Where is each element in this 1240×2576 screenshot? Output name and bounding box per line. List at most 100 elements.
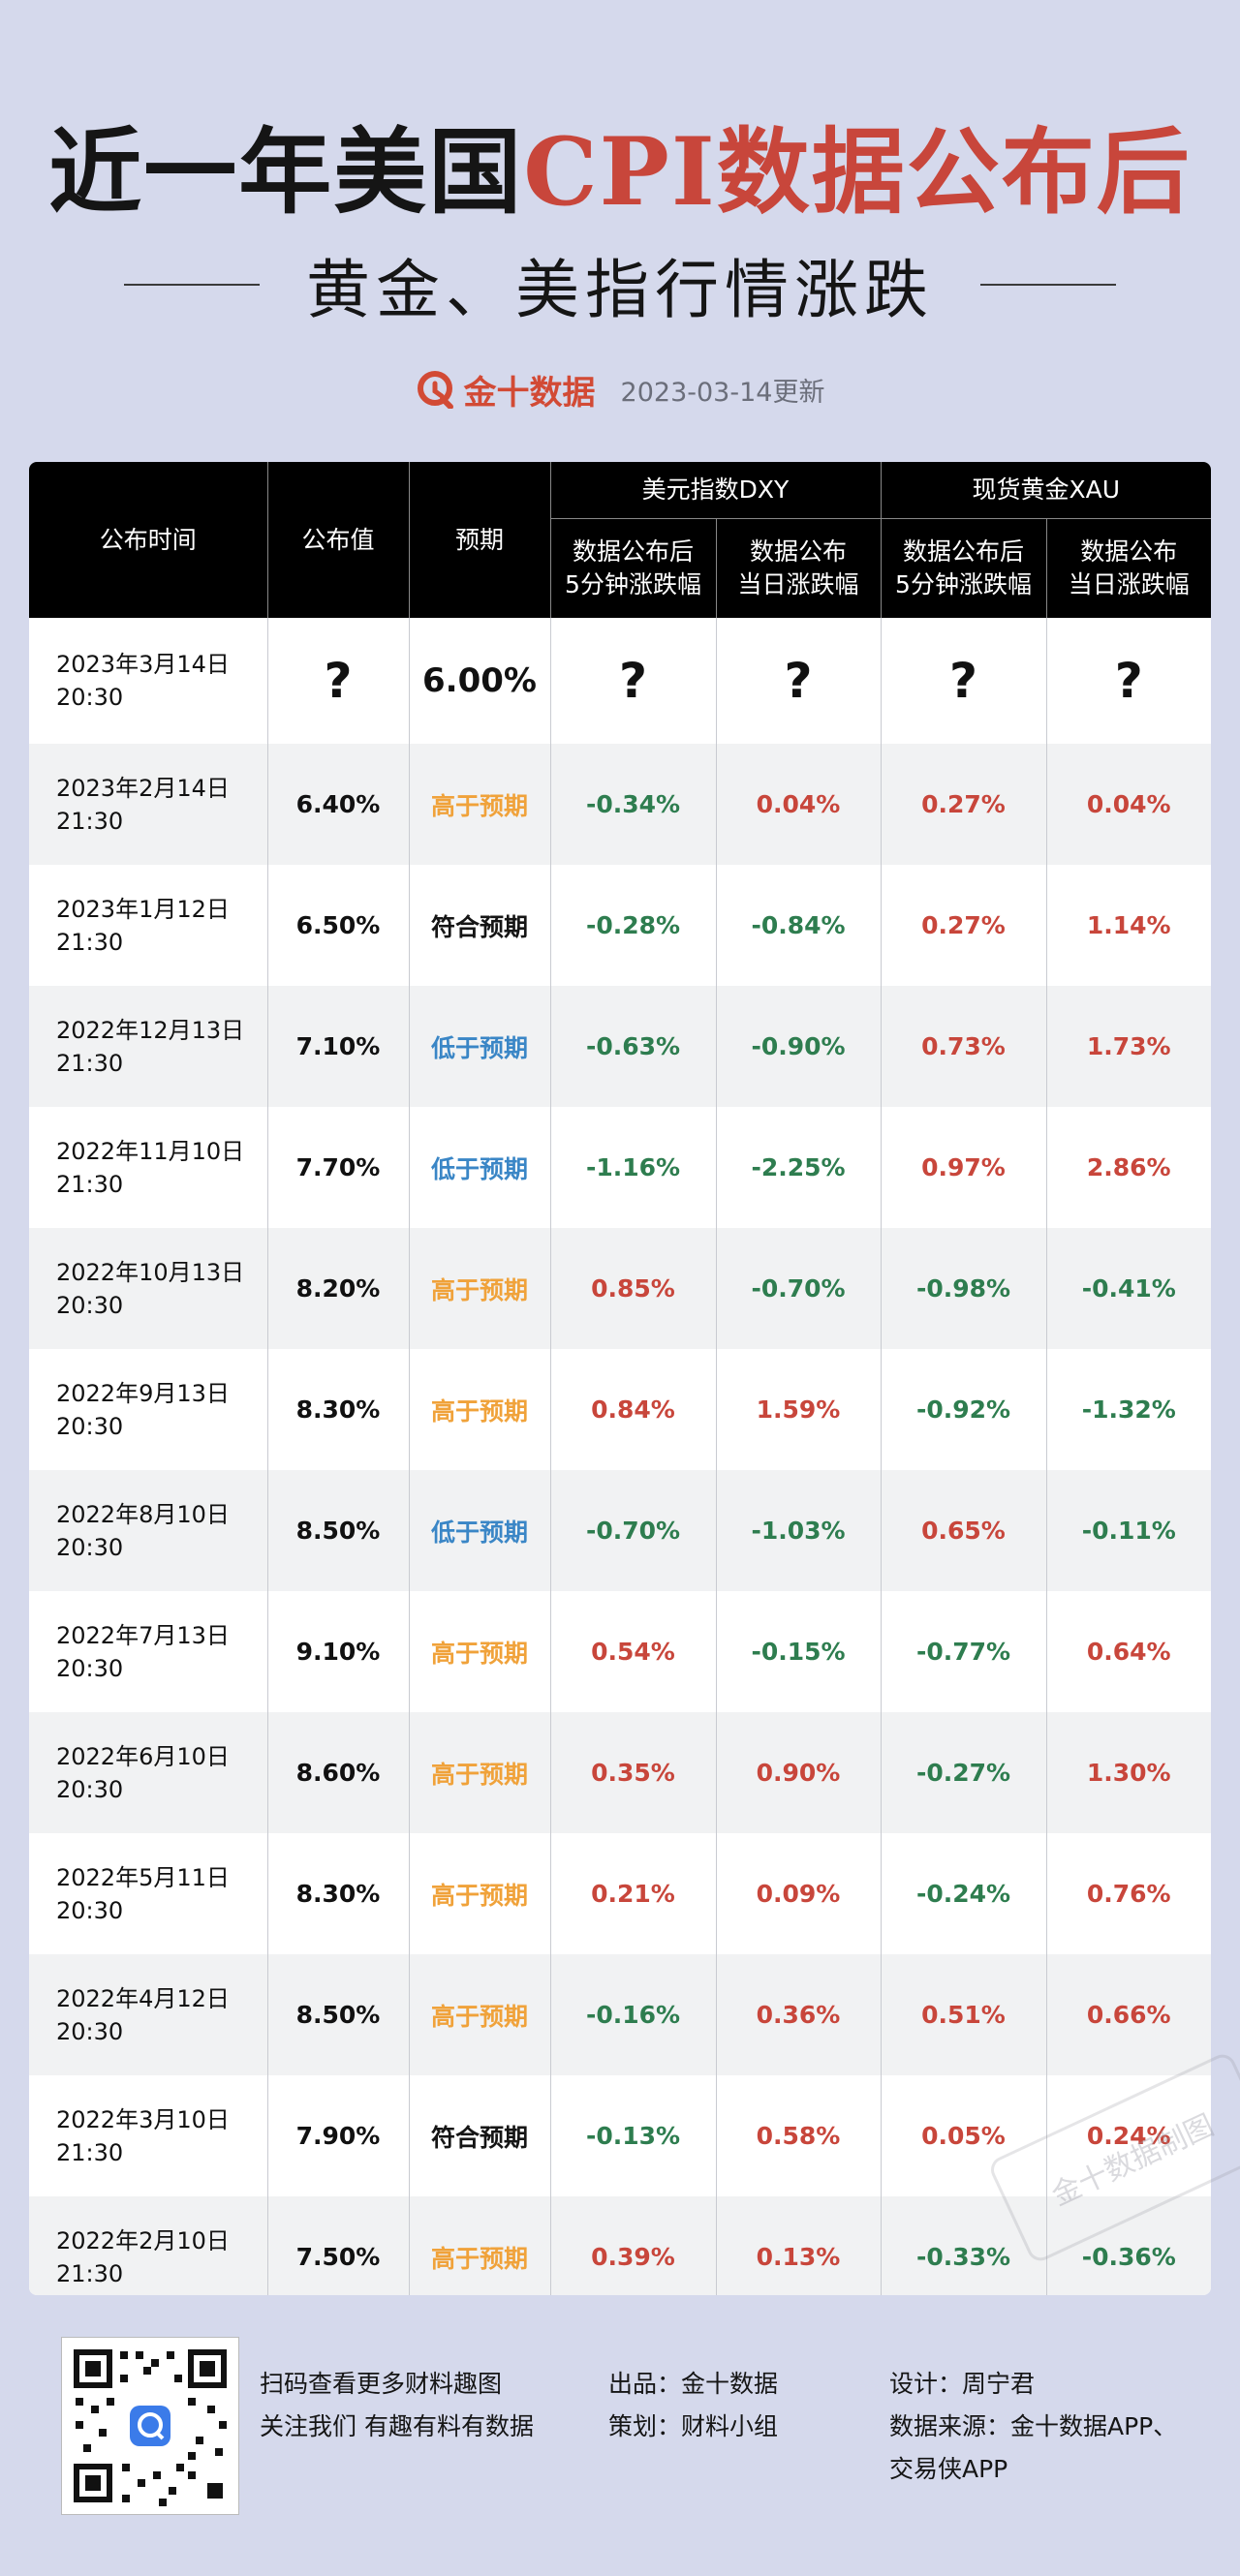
cell-xau5: 0.51% — [880, 1954, 1046, 2075]
cell-xauday-text: ? — [1114, 653, 1143, 709]
cell-xau5: 0.73% — [880, 986, 1046, 1107]
cell-dxyday: 0.90% — [715, 1712, 881, 1833]
cell-dxyday: -0.70% — [715, 1228, 881, 1349]
cell-dxy5: 0.21% — [549, 1833, 716, 1954]
cell-xau5: -0.24% — [880, 1833, 1046, 1954]
table-row: 2022年7月13日 20:30 9.10% 高于预期 0.54% -0.15% -0.77… — [29, 1591, 1211, 1712]
table-header-row: 公布时间 公布值 预期 美元指数DXY 现货黄金XAU — [29, 462, 1211, 618]
cell-release-time-text: 2022年11月10日 — [56, 1137, 245, 1165]
cell-xau5-text: 0.97% — [921, 1153, 1006, 1181]
qr-code-icon — [74, 2349, 227, 2506]
cell-dxy5-text: -0.63% — [585, 1032, 681, 1060]
qr-caption-2: 关注我们 有趣有料有数据 — [260, 2412, 534, 2440]
cell-xau5-text: 0.51% — [921, 2001, 1006, 2029]
cell-xauday-text: -0.11% — [1081, 1517, 1176, 1545]
cell-xauday: -1.32% — [1045, 1349, 1211, 1470]
cell-actual-value: 8.20% — [266, 1228, 409, 1349]
cell-actual-value: 6.40% — [266, 744, 409, 865]
cell-dxy5: -0.28% — [549, 865, 716, 986]
subtitle-row: 黄金、美指行情涨跌 — [0, 244, 1240, 327]
cell-expectation-text: 高于预期 — [430, 2002, 528, 2031]
cell-expectation-text: 6.00% — [422, 661, 537, 700]
cell-expectation: 高于预期 — [408, 1349, 550, 1470]
cell-dxy5: 0.39% — [549, 2196, 716, 2295]
cell-dxyday-text: 0.04% — [756, 790, 841, 818]
cell-expectation: 高于预期 — [408, 1591, 550, 1712]
footer: 扫码查看更多财料趣图 关注我们 有趣有料有数据 出品：金十数据 策划：财料小组 … — [0, 2324, 1240, 2576]
cell-release-time-text: 2022年5月11日 — [56, 1863, 230, 1891]
cell-release-time-text: 21:30 — [56, 2138, 124, 2166]
title-red-part: CPI数据公布后 — [523, 117, 1192, 227]
cell-dxyday: 1.59% — [715, 1349, 881, 1470]
table-row: 2022年5月11日 20:30 8.30% 高于预期 0.21% 0.09% -0.24%… — [29, 1833, 1211, 1954]
table-subheader-row: 数据公布后 5分钟涨跌幅 数据公布 当日涨跌幅 数据公布后 5分钟涨跌幅 数据公布 当日… — [29, 518, 1211, 618]
cell-dxyday-text: 0.13% — [756, 2243, 841, 2271]
cell-xau5-text: 0.27% — [921, 911, 1006, 939]
cell-release-time: 2022年5月11日 20:30 — [29, 1833, 267, 1954]
cell-release-time-text: 2022年12月13日 — [56, 1016, 245, 1044]
cell-dxyday-text: 0.36% — [756, 2001, 841, 2029]
cell-release-time-text: 2022年3月10日 — [56, 2105, 230, 2133]
table-row: 2022年4月12日 20:30 8.50% 高于预期 -0.16% 0.36% 0.51%… — [29, 1954, 1211, 2075]
cell-actual-value-text: 7.70% — [295, 1153, 381, 1181]
cell-release-time: 2023年3月14日 20:30 — [29, 618, 267, 744]
header-xau-day-line1: 数据公布 — [1080, 537, 1178, 566]
cell-actual-value-text: 8.50% — [295, 1517, 381, 1545]
page-title: 近一年美国CPI数据公布后 — [0, 114, 1240, 230]
page-subtitle: 黄金、美指行情涨跌 — [306, 253, 934, 327]
cell-actual-value: 8.60% — [266, 1712, 409, 1833]
cell-release-time-text: 21:30 — [56, 1049, 124, 1077]
cell-xau5: -0.92% — [880, 1349, 1046, 1470]
cell-release-time: 2022年3月10日 21:30 — [29, 2075, 267, 2196]
subtitle-divider-right — [980, 284, 1116, 286]
cell-xau5-text: -0.77% — [915, 1638, 1011, 1666]
cell-dxy5-text: 0.85% — [591, 1274, 675, 1303]
cell-release-time: 2023年1月12日 21:30 — [29, 865, 267, 986]
cell-xauday: 0.66% — [1045, 1954, 1211, 2075]
cell-xau5-text: 0.05% — [921, 2122, 1006, 2150]
cell-expectation-text: 高于预期 — [430, 1881, 528, 1910]
cell-xauday: 0.24% — [1045, 2075, 1211, 2196]
cell-dxy5: ? — [549, 618, 716, 744]
header-xau-day: 数据公布 当日涨跌幅 — [1045, 518, 1211, 618]
cell-release-time: 2022年10月13日 20:30 — [29, 1228, 267, 1349]
cell-expectation: 低于预期 — [408, 986, 550, 1107]
cell-dxy5-text: 0.35% — [591, 1759, 675, 1787]
cell-actual-value: ? — [266, 618, 409, 744]
cell-expectation: 高于预期 — [408, 2196, 550, 2295]
cell-actual-value-text: 6.50% — [295, 911, 381, 939]
header-group-xau: 现货黄金XAU — [880, 462, 1211, 519]
header-dxy-day-line1: 数据公布 — [749, 537, 847, 566]
cell-release-time-text: 2022年10月13日 — [56, 1258, 245, 1286]
cell-release-time-text: 20:30 — [56, 1533, 124, 1561]
table-row: 2023年3月14日 20:30? 6.00%???? — [29, 618, 1211, 744]
cell-xauday-text: 1.14% — [1086, 911, 1171, 939]
cell-xau5-text: -0.24% — [915, 1880, 1011, 1908]
cell-actual-value-text: 8.50% — [295, 2001, 381, 2029]
cell-xauday-text: 1.30% — [1086, 1759, 1171, 1787]
cell-release-time-text: 20:30 — [56, 684, 124, 711]
cell-dxyday: -2.25% — [715, 1107, 881, 1228]
cell-dxyday: -0.15% — [715, 1591, 881, 1712]
designed-by: 设计：周宁君 — [889, 2370, 1036, 2398]
cell-expectation: 6.00% — [408, 618, 550, 744]
table-row: 2022年8月10日 20:30 8.50% 低于预期 -0.70% -1.03% 0.65… — [29, 1470, 1211, 1591]
cell-actual-value: 8.50% — [266, 1470, 409, 1591]
cell-dxy5-text: -1.16% — [585, 1153, 681, 1181]
cell-dxy5-text: -0.28% — [585, 911, 681, 939]
cell-xau5: -0.77% — [880, 1591, 1046, 1712]
planned-by: 策划：财料小组 — [608, 2412, 779, 2440]
cell-release-time: 2022年7月13日 20:30 — [29, 1591, 267, 1712]
cell-expectation: 符合预期 — [408, 865, 550, 986]
cell-release-time: 2022年6月10日 20:30 — [29, 1712, 267, 1833]
qr-code[interactable] — [61, 2337, 239, 2515]
cell-expectation-text: 符合预期 — [430, 2123, 528, 2152]
brand-name: 金十数据 — [463, 373, 596, 413]
cell-xauday-text: -1.32% — [1081, 1395, 1176, 1424]
cell-xauday-text: 2.86% — [1086, 1153, 1171, 1181]
cell-dxy5-text: 0.54% — [591, 1638, 675, 1666]
cell-xauday-text: 0.66% — [1086, 2001, 1171, 2029]
cell-dxy5: -0.16% — [549, 1954, 716, 2075]
cell-release-time-text: 2022年4月12日 — [56, 1984, 230, 2012]
cell-release-time-text: 20:30 — [56, 1291, 124, 1319]
